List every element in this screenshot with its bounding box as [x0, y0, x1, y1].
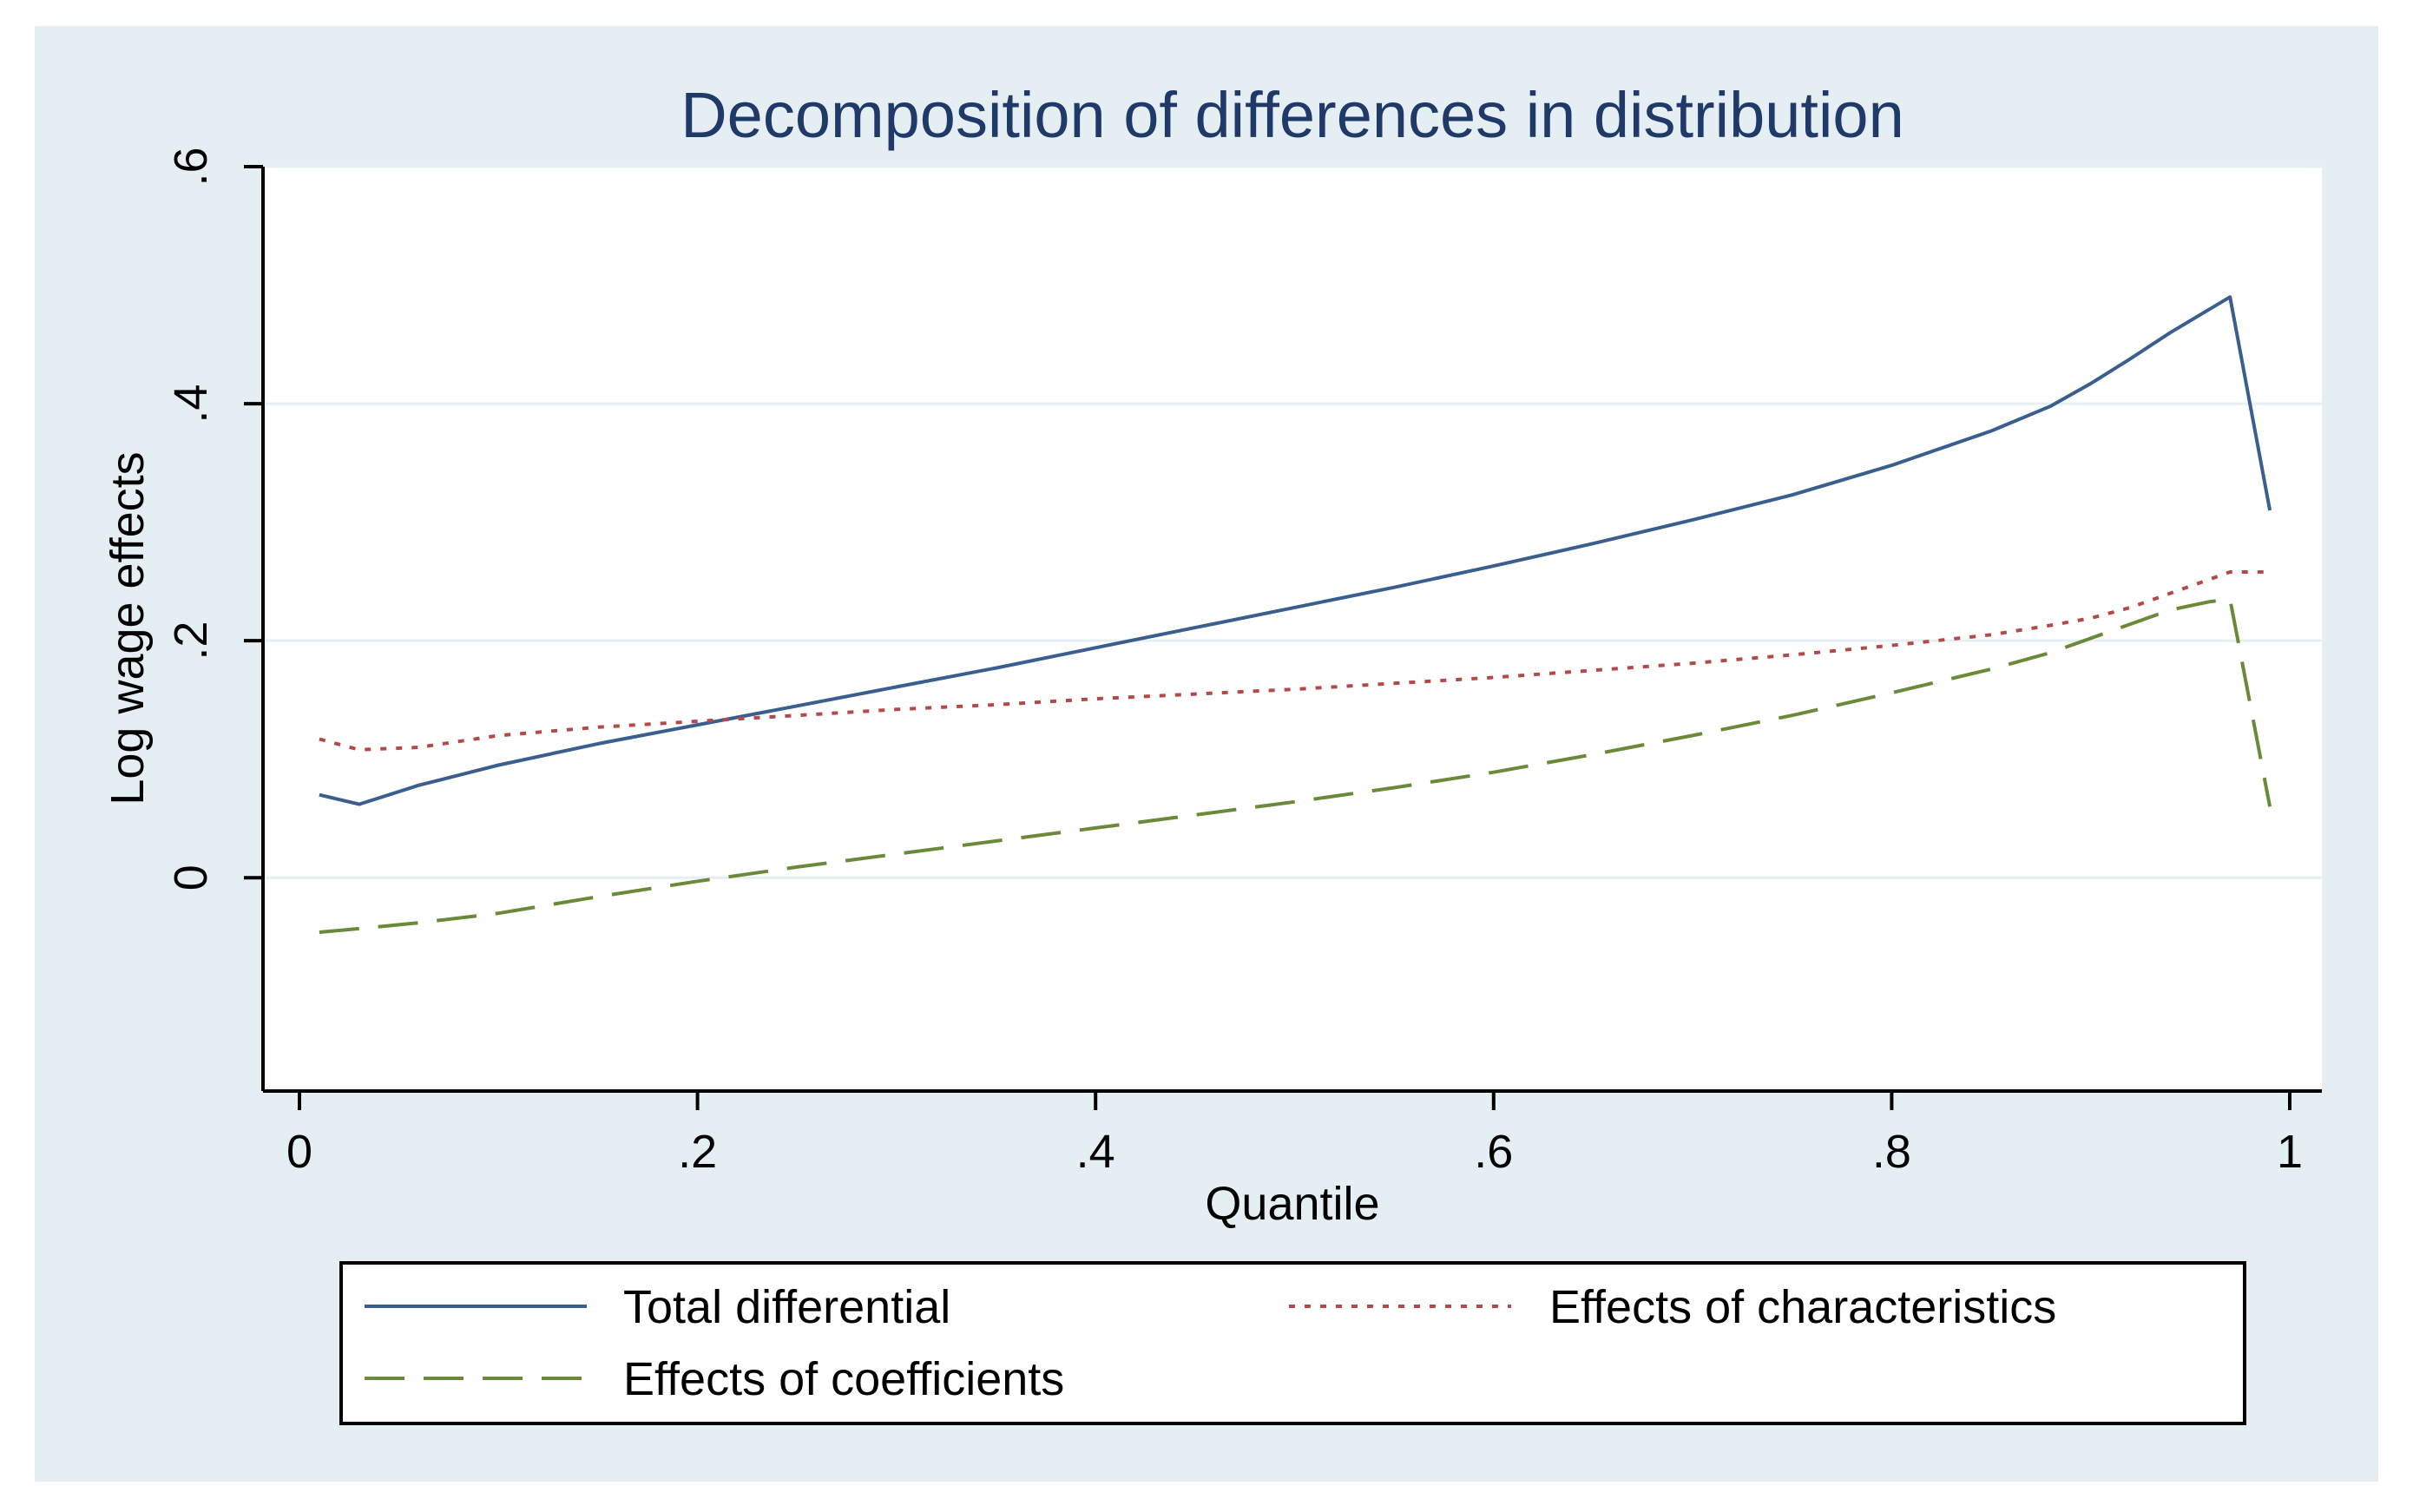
x-axis-label: Quantile — [1205, 1178, 1379, 1230]
legend-label-effects-of-coefficients: Effects of coefficients — [623, 1353, 1064, 1405]
series-line-effects-of-characteristics — [319, 570, 2271, 752]
legend-label-effects-of-characteristics: Effects of characteristics — [1549, 1281, 2056, 1333]
series-line-effects-of-coefficients — [319, 597, 2272, 934]
x-tick-label: 1 — [2277, 1126, 2303, 1178]
x-tick-label: .8 — [1872, 1126, 1911, 1178]
chart-title: Decomposition of differences in distribu… — [681, 79, 1904, 151]
x-tick-label: .2 — [678, 1126, 717, 1178]
y-tick-label: .4 — [165, 385, 217, 424]
x-tick-label: .6 — [1474, 1126, 1513, 1178]
ticks: 0 .2 .4 .6 0 .2 .4 .6 .8 1 — [165, 147, 2303, 1178]
x-tick-label: .4 — [1076, 1126, 1115, 1178]
plot-area — [263, 167, 2322, 1091]
x-tick-label: 0 — [286, 1126, 312, 1178]
y-axis-label: Log wage effects — [102, 451, 154, 805]
axes — [261, 167, 2322, 1093]
y-tick-label: 0 — [165, 864, 217, 891]
legend: Total differential Effects of characteri… — [339, 1261, 2246, 1425]
y-tick-label: .2 — [165, 621, 217, 661]
legend-box — [339, 1261, 2246, 1425]
gridlines — [263, 165, 2322, 879]
y-tick-label: .6 — [165, 147, 217, 186]
series-lines — [319, 295, 2272, 934]
series-line-total-differential — [319, 295, 2272, 806]
legend-label-total-differential: Total differential — [623, 1281, 950, 1333]
